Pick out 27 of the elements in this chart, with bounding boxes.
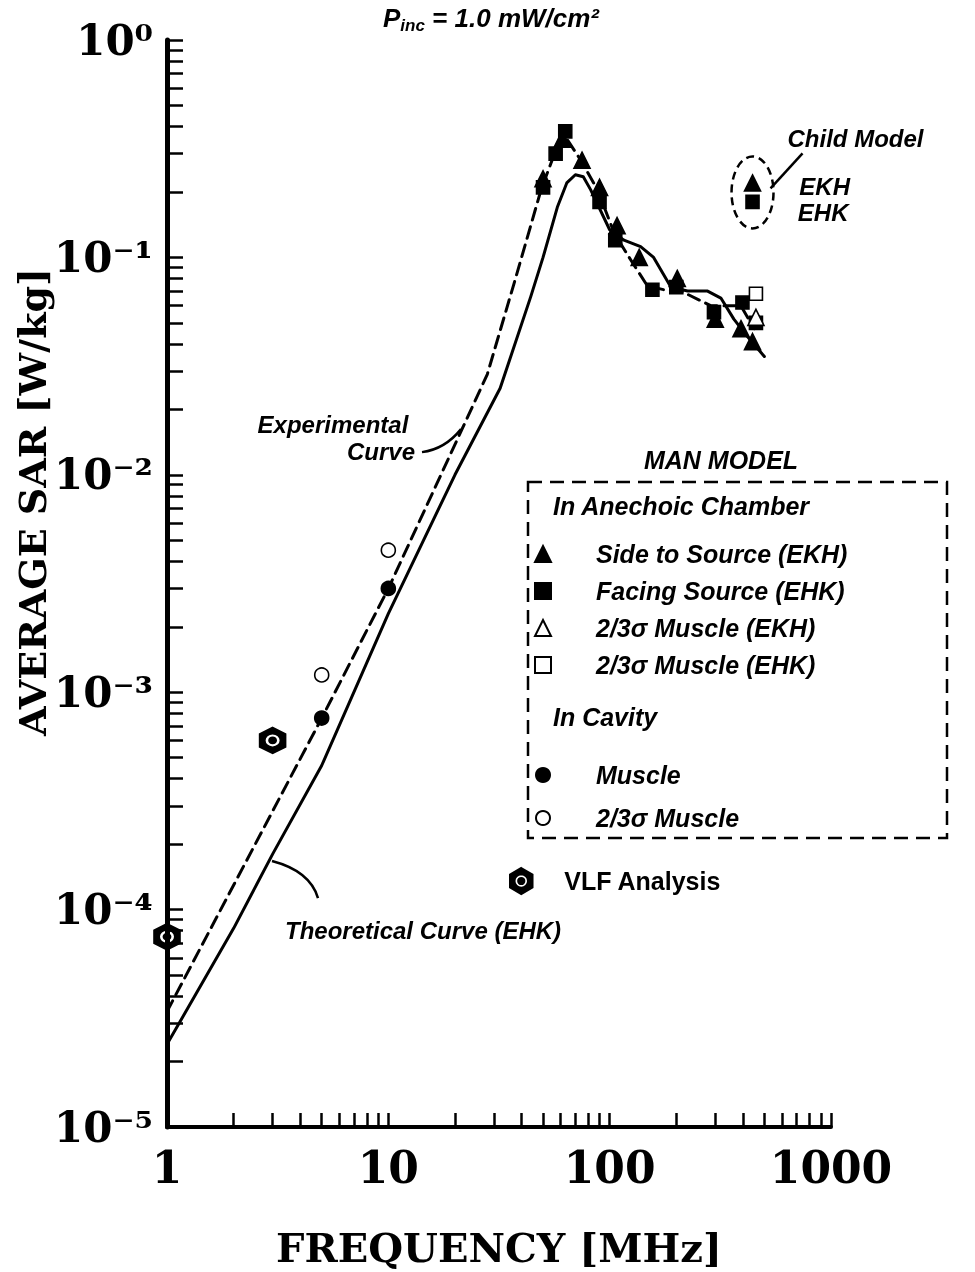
y-tick-label: 10⁻² [53, 450, 153, 500]
x-axis-title: FREQUENCY [MHz] [276, 1223, 722, 1271]
legend-label: VLF Analysis [564, 867, 721, 895]
legend-label: 2/3σ Muscle [595, 804, 740, 832]
y-tick-label: 10⁻⁵ [53, 1102, 153, 1152]
annotation: In Cavity [553, 703, 659, 731]
y-tick-label: 10⁻¹ [53, 232, 153, 282]
legend-label: EKH [799, 173, 851, 201]
series-label: Theoretical Curve (EHK) [285, 916, 562, 944]
series-label: Experimental Curve [257, 411, 415, 466]
annotation: Child Model [787, 124, 925, 152]
series-label: EHK [797, 199, 851, 227]
legend-label: Side to Source (EKH) [596, 540, 848, 568]
y-tick-label: 10⁰ [76, 15, 153, 65]
legend-label: Muscle [596, 761, 681, 789]
x-tick-label: 100 [563, 1141, 656, 1193]
legend-title: MAN MODEL [643, 446, 799, 474]
legend-label: Facing Source (EHK) [596, 577, 845, 605]
x-tick-label: 10 [357, 1141, 419, 1193]
annotation: In Anechoic Chamber [553, 492, 811, 520]
legend-label: 2/3σ Muscle (EKH) [595, 614, 816, 642]
y-tick-label: 10⁻³ [53, 667, 153, 717]
x-tick-label: 1000 [769, 1141, 893, 1193]
y-tick-label: 10⁻⁴ [53, 885, 153, 935]
y-axis-title: AVERAGE SAR [W/kg] [9, 267, 55, 738]
legend-label: 2/3σ Muscle (EHK) [595, 651, 816, 679]
x-tick-label: 1 [151, 1141, 183, 1193]
